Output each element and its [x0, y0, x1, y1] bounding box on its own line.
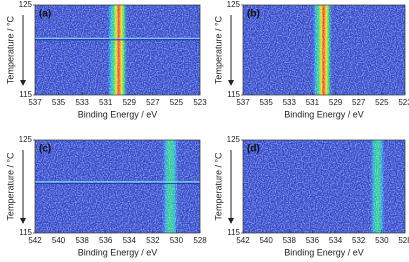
x-tick-label: 529 — [123, 98, 137, 107]
y-axis-label: Temperature / °C — [213, 15, 223, 84]
y-tick-label: 115 — [19, 90, 32, 99]
y-tick-label: 115 — [19, 228, 32, 237]
panel-label: (c) — [39, 144, 51, 155]
panel-label: (d) — [247, 144, 260, 155]
y-tick-label: 125 — [19, 135, 33, 144]
x-tick-label: 537 — [28, 98, 42, 107]
y-tick-label: 125 — [19, 0, 33, 9]
x-tick-label: 538 — [75, 236, 89, 245]
x-tick-label: 536 — [99, 236, 113, 245]
x-tick-label: 523 — [398, 98, 409, 107]
x-axis-label: Binding Energy / eV — [78, 247, 158, 257]
x-axis-label: Binding Energy / eV — [284, 109, 364, 119]
y-tick-label: 115 — [227, 228, 240, 237]
x-tick-label: 523 — [193, 98, 207, 107]
x-tick-label: 528 — [398, 236, 409, 245]
panel-label: (a) — [39, 9, 51, 20]
y-axis-label: Temperature / °C — [5, 152, 15, 221]
y-tick-label: 115 — [227, 90, 240, 99]
x-tick-label: 535 — [259, 98, 273, 107]
heatmap-noise — [35, 140, 200, 233]
x-tick-label: 525 — [170, 98, 184, 107]
x-tick-label: 540 — [52, 236, 66, 245]
x-axis-label: Binding Energy / eV — [78, 109, 158, 119]
x-tick-label: 540 — [259, 236, 273, 245]
heatmap-noise — [35, 5, 200, 95]
x-tick-label: 527 — [146, 98, 160, 107]
x-tick-label: 537 — [236, 98, 250, 107]
plot-frame — [242, 4, 406, 96]
plot-frame — [242, 139, 406, 234]
x-tick-label: 532 — [352, 236, 366, 245]
heatmap-noise — [243, 140, 405, 233]
heatmap-noise — [243, 5, 405, 95]
x-tick-label: 534 — [329, 236, 343, 245]
x-tick-label: 530 — [375, 236, 389, 245]
x-tick-label: 538 — [283, 236, 297, 245]
x-tick-label: 530 — [170, 236, 184, 245]
panel-label: (b) — [247, 9, 260, 20]
x-tick-label: 534 — [123, 236, 137, 245]
x-axis-label: Binding Energy / eV — [284, 247, 364, 257]
plot-frame — [34, 139, 201, 234]
x-tick-label: 525 — [375, 98, 389, 107]
x-tick-label: 529 — [329, 98, 343, 107]
y-tick-label: 125 — [227, 135, 241, 144]
x-tick-label: 532 — [146, 236, 160, 245]
y-axis-label: Temperature / °C — [5, 15, 15, 84]
x-tick-label: 542 — [236, 236, 250, 245]
x-tick-label: 542 — [28, 236, 42, 245]
x-tick-label: 533 — [283, 98, 297, 107]
x-tick-label: 536 — [306, 236, 320, 245]
x-tick-label: 535 — [52, 98, 66, 107]
x-tick-label: 527 — [352, 98, 366, 107]
y-tick-label: 125 — [227, 0, 241, 9]
y-axis-label: Temperature / °C — [213, 152, 223, 221]
plot-frame — [34, 4, 201, 96]
x-tick-label: 531 — [306, 98, 320, 107]
x-tick-label: 531 — [99, 98, 113, 107]
x-tick-label: 528 — [193, 236, 207, 245]
x-tick-label: 533 — [75, 98, 89, 107]
